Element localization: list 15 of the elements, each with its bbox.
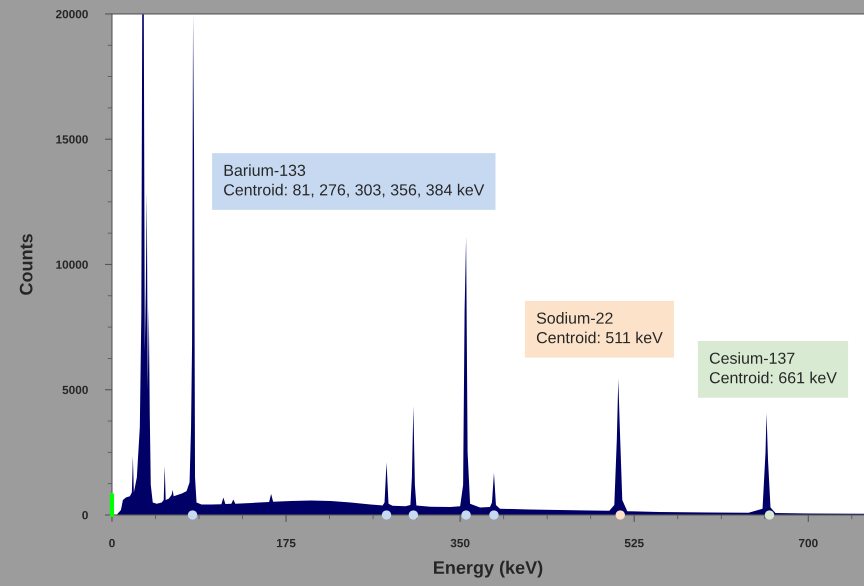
x-tick-label: 350 <box>450 538 470 548</box>
annotation: Barium-133 Centroid: 81, 276, 303, 356, 384 keV <box>224 164 484 198</box>
y-tick-label: 20000 <box>56 10 88 18</box>
y-tick-label: 0 <box>82 511 88 520</box>
annotation: Cesium-137 Centroid: 661 keV <box>710 352 837 384</box>
x-tick-label: 0 <box>109 538 115 548</box>
x-tick-label: 700 <box>798 538 818 548</box>
y-axis-title: Counts <box>20 234 33 295</box>
y-tick-label: 10000 <box>56 260 88 269</box>
x-axis-title: Energy (keV) <box>434 560 542 578</box>
y-tick-label: 5000 <box>62 386 88 394</box>
annotation: Sodium-22 Centroid: 511 keV <box>536 312 663 344</box>
x-tick-label: 175 <box>276 539 296 548</box>
y-tick-label: 15000 <box>56 135 88 144</box>
x-tick-label: 525 <box>624 538 644 548</box>
